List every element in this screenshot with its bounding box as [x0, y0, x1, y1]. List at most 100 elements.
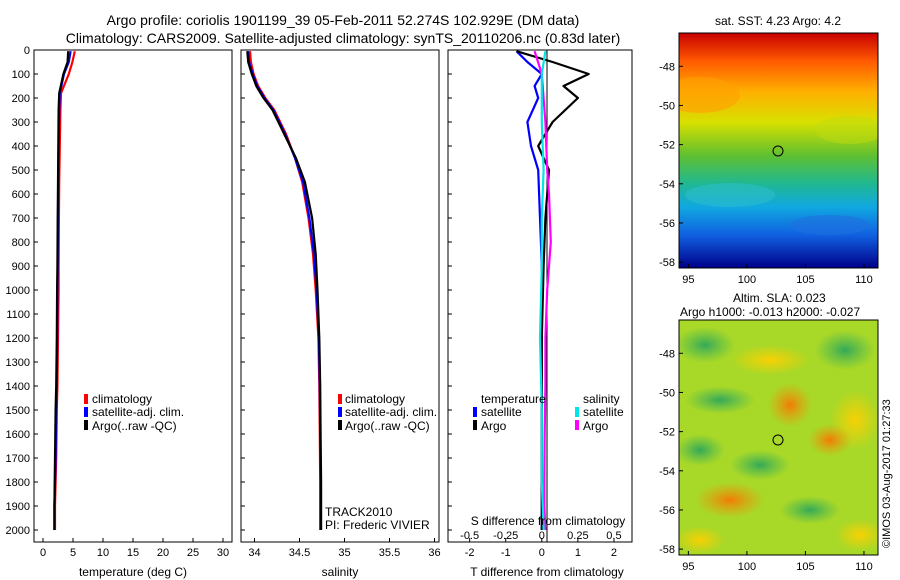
x-tick-label: 34 — [248, 547, 260, 559]
sla-blob-10 — [695, 482, 765, 518]
x-tick-label: 36 — [428, 547, 440, 559]
temperature-axes-box — [33, 49, 233, 543]
depth-tick-label: 1900 — [6, 501, 30, 513]
depth-tick-label: 900 — [12, 261, 30, 273]
depth-tick-labels: 0 100 200 300 400 500 600 700 800 900 1000 1100 1200… — [6, 45, 30, 537]
x-tick-label: 25 — [187, 547, 199, 559]
sla-blob-5 — [768, 383, 812, 427]
sst-longitude-tick-labels: 95 100 105 110 — [682, 264, 873, 286]
x-tick-label: 0 — [539, 547, 545, 559]
legend-swatch-satellite — [84, 407, 88, 417]
sla-blob-2 — [730, 345, 810, 375]
depth-tick-label: 1500 — [6, 405, 30, 417]
depth-tick-label: 2000 — [6, 525, 30, 537]
depth-tick-label: 1000 — [6, 285, 30, 297]
t-difference-label: T difference from climatology — [470, 565, 624, 579]
depth-tick-label: 600 — [12, 189, 30, 201]
sla-blob-1 — [679, 327, 735, 363]
depth-tick-label: 500 — [12, 165, 30, 177]
temperature-legend: climatology satellite-adj. clim. Argo(..… — [84, 392, 184, 433]
lat-tick-label: -50 — [659, 387, 675, 399]
legend-label-climatology: climatology — [92, 392, 152, 406]
legend-swatch-satellite-sal — [575, 407, 579, 417]
legend-label-satellite-2: satellite-adj. clim. — [345, 405, 437, 419]
legend-swatch-argo-2 — [338, 420, 342, 430]
sst-cool-patch — [815, 116, 878, 144]
sst-map-title: sat. SST: 4.23 Argo: 4.2 — [715, 14, 841, 28]
title-line-2: Climatology: CARS2009. Satellite-adjuste… — [66, 30, 621, 46]
difference-series — [515, 50, 590, 531]
salinity-axes-box — [240, 49, 440, 543]
x-tick-label: 5 — [70, 547, 76, 559]
x-tick-label: -2 — [465, 547, 475, 559]
legend-swatch-argo-temp — [473, 420, 477, 430]
sla-argo-marker — [772, 434, 784, 446]
depth-tick-label: 1700 — [6, 453, 30, 465]
series-line — [515, 50, 543, 530]
legend-swatch-climatology-2 — [338, 394, 342, 404]
lon-tick-label: 95 — [682, 561, 694, 573]
series-line — [538, 51, 547, 531]
temperature-x-label: temperature (deg C) — [79, 565, 187, 579]
title-line-1: Argo profile: coriolis 1901199_39 05-Feb… — [107, 12, 580, 28]
lat-tick-label: -48 — [659, 61, 675, 73]
s-diff-tick-label: 0.25 — [567, 530, 588, 542]
lat-tick-label: -48 — [659, 348, 675, 360]
legend-label-argo-temp: Argo — [481, 419, 507, 433]
depth-tick-label: 1300 — [6, 357, 30, 369]
legend-label-satellite-temp: satellite — [481, 405, 522, 419]
s-difference-tick-labels: -0.5 -0.25 0 0.25 0.5 — [460, 530, 621, 542]
depth-tick-label: 400 — [12, 141, 30, 153]
lon-tick-label: 110 — [855, 274, 873, 286]
depth-tick-label: 700 — [12, 213, 30, 225]
x-tick-label: -1 — [501, 547, 511, 559]
sla-blob-8 — [730, 450, 790, 480]
lon-tick-label: 100 — [738, 561, 756, 573]
lat-tick-label: -58 — [659, 257, 675, 269]
legend-label-argo: Argo(..raw -QC) — [92, 419, 177, 433]
sla-heatmap — [679, 320, 878, 555]
legend-label-satellite: satellite-adj. clim. — [92, 405, 184, 419]
depth-tick-label: 200 — [12, 93, 30, 105]
x-tick-label: 0 — [40, 547, 46, 559]
depth-tick-label: 0 — [24, 45, 30, 57]
x-tick-label: 35 — [338, 547, 350, 559]
track-text-line-2: PI: Frederic VIVIER — [325, 518, 430, 532]
legend-label-argo-sal: Argo — [583, 419, 609, 433]
sst-axes-box — [678, 32, 879, 269]
x-tick-label: 10 — [97, 547, 109, 559]
sla-blob-12 — [835, 519, 878, 551]
x-tick-label: 2 — [611, 547, 617, 559]
lon-tick-label: 100 — [738, 274, 756, 286]
salinity-tick-labels: 34 34.5 35 35.5 36 — [241, 49, 441, 559]
sst-argo-marker — [772, 145, 784, 157]
series-line — [247, 51, 322, 530]
depth-tick-label: 1100 — [6, 309, 30, 321]
salinity-series — [246, 51, 323, 530]
sst-warm-patch — [679, 77, 740, 113]
sla-longitude-tick-labels: 95 100 105 110 — [682, 551, 873, 573]
s-difference-label: S difference from climatology — [471, 514, 626, 528]
lat-tick-label: -52 — [659, 427, 675, 439]
x-tick-label: 35.5 — [379, 547, 400, 559]
sla-blob-7 — [679, 434, 725, 466]
legend-title-salinity: salinity — [583, 392, 620, 406]
sla-map-panel: Altim. SLA: 0.023 Argo h1000: -0.013 h20… — [659, 291, 879, 573]
x-tick-label: 15 — [127, 547, 139, 559]
sst-dark-patch — [790, 215, 870, 235]
sla-blob-9 — [808, 424, 852, 456]
lat-tick-label: -52 — [659, 140, 675, 152]
lon-tick-label: 105 — [796, 274, 814, 286]
sla-map-title-2: Argo h1000: -0.013 h2000: -0.027 — [680, 305, 860, 319]
sla-map-title-1: Altim. SLA: 0.023 — [733, 291, 826, 305]
lat-tick-label: -54 — [659, 466, 675, 478]
lon-tick-label: 110 — [855, 561, 873, 573]
legend-swatch-satellite-2 — [338, 407, 342, 417]
s-diff-tick-label: -0.25 — [493, 530, 518, 542]
legend-swatch-climatology — [84, 394, 88, 404]
difference-axes-box — [447, 49, 633, 543]
x-tick-label: 1 — [575, 547, 581, 559]
x-tick-label: 34.5 — [289, 547, 310, 559]
sst-cyan-patch — [685, 183, 775, 207]
